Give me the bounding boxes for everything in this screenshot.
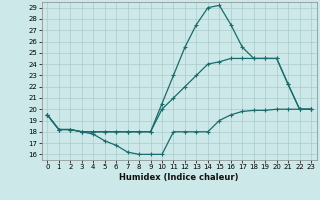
X-axis label: Humidex (Indice chaleur): Humidex (Indice chaleur)	[119, 173, 239, 182]
